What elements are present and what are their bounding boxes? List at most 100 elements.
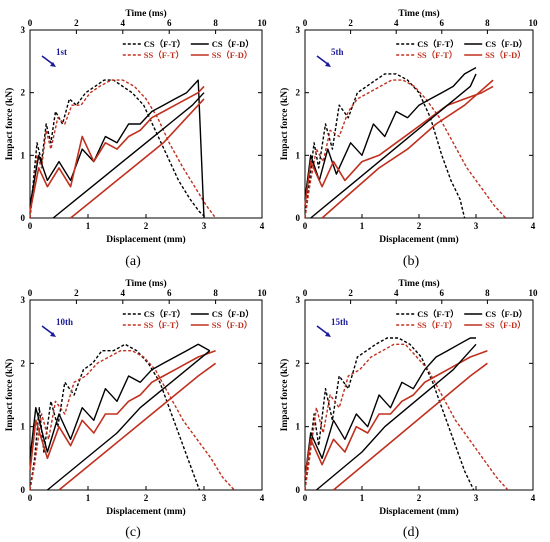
- y-axis-label: Impact force (kN): [279, 88, 290, 161]
- x2-tick-label: 4: [394, 288, 399, 298]
- x2-tick-label: 10: [258, 288, 268, 298]
- y-axis-label: Impact force (kN): [4, 359, 15, 432]
- y-tick-label: 0: [21, 485, 26, 495]
- x-tick-label: 4: [260, 221, 265, 231]
- x2-tick-label: 0: [28, 18, 33, 28]
- cycle-arrowhead-icon: [50, 62, 56, 67]
- y-tick-label: 1: [296, 150, 301, 160]
- x2-tick-label: 8: [485, 288, 490, 298]
- series-line: [70, 98, 205, 219]
- cycle-arrowhead-icon: [325, 332, 331, 337]
- x-tick-label: 1: [360, 493, 365, 503]
- series-line: [29, 350, 235, 491]
- series-line: [304, 337, 476, 478]
- series-line: [304, 73, 466, 219]
- y-tick-label: 2: [296, 358, 301, 368]
- cycle-tag: 15th: [331, 317, 348, 327]
- x2-tick-label: 2: [74, 288, 79, 298]
- legend-entry: SS（F-T）: [417, 50, 457, 60]
- legend-entry: CS（F-D）: [485, 309, 527, 319]
- x-tick-label: 0: [28, 221, 33, 231]
- x2-tick-label: 10: [529, 288, 539, 298]
- x-tick-label: 2: [417, 221, 422, 231]
- series-line: [29, 79, 217, 219]
- y-axis-label: Impact force (kN): [279, 359, 290, 432]
- x-tick-label: 2: [144, 493, 149, 503]
- legend-entry: SS（F-T）: [144, 50, 184, 60]
- x2-tick-label: 2: [74, 18, 79, 28]
- series-line: [304, 85, 494, 206]
- x2-tick-label: 10: [258, 18, 268, 28]
- series-line: [29, 343, 211, 459]
- x-axis-label: Displacement (mm): [106, 234, 185, 245]
- legend-entry: CS（F-D）: [212, 309, 254, 319]
- chart-panel-1: 0 1 2 3 4 0 2 4 6 8 10 0 1 2 3 Time (ms) Displacement (m…: [4, 8, 267, 269]
- x-tick-label: 3: [202, 493, 207, 503]
- y-tick-label: 0: [21, 213, 26, 223]
- x2-tick-label: 6: [167, 18, 172, 28]
- cycle-tag: 10th: [56, 317, 73, 327]
- x-tick-label: 0: [28, 493, 33, 503]
- x2-axis-label: Time (ms): [125, 278, 166, 289]
- x-tick-label: 1: [360, 221, 365, 231]
- x-tick-label: 2: [144, 221, 149, 231]
- x2-axis-label: Time (ms): [398, 8, 439, 19]
- x-axis-label: Displacement (mm): [106, 506, 185, 517]
- series-line: [29, 79, 207, 219]
- x2-tick-label: 4: [394, 18, 399, 28]
- panel-label: (b): [403, 254, 420, 269]
- x2-tick-label: 0: [303, 288, 308, 298]
- panel-label: (d): [403, 525, 420, 540]
- x-axis-label: Displacement (mm): [379, 506, 458, 517]
- cycle-tag: 1st: [56, 47, 67, 57]
- legend-entry: SS（F-D）: [212, 50, 253, 60]
- legend-entry: CS（F-D）: [212, 39, 254, 49]
- legend-entry: SS（F-D）: [485, 50, 526, 60]
- series-line: [52, 92, 205, 219]
- panel-label: (c): [125, 525, 141, 540]
- series-line: [46, 350, 211, 491]
- x2-tick-label: 8: [485, 18, 490, 28]
- x2-tick-label: 8: [213, 18, 218, 28]
- x-tick-label: 0: [303, 493, 308, 503]
- legend-entry: CS（F-T）: [417, 39, 459, 49]
- x-tick-label: 4: [260, 493, 265, 503]
- series-line: [304, 66, 477, 200]
- x2-tick-label: 0: [303, 18, 308, 28]
- series-line: [58, 362, 217, 491]
- x2-tick-label: 6: [440, 288, 445, 298]
- legend-entry: CS（F-T）: [144, 309, 186, 319]
- series-line: [315, 343, 477, 491]
- legend-entry: SS（F-D）: [485, 320, 526, 330]
- series-line: [321, 79, 494, 219]
- cycle-tag: 5th: [331, 47, 344, 57]
- x-tick-label: 2: [417, 493, 422, 503]
- chart-panel-4: 0 1 2 3 4 0 2 4 6 8 10 0 1 2 3 Time (ms) Displacement (m…: [279, 278, 538, 540]
- series-line: [310, 73, 477, 219]
- x-tick-label: 4: [531, 221, 536, 231]
- series-line: [304, 79, 507, 219]
- x2-tick-label: 2: [348, 288, 353, 298]
- x-tick-label: 1: [86, 493, 91, 503]
- series-line: [304, 343, 509, 491]
- x2-tick-label: 8: [213, 288, 218, 298]
- legend-entry: SS（F-T）: [144, 320, 184, 330]
- panel-label: (a): [125, 254, 141, 269]
- chart-panel-3: 0 1 2 3 4 0 2 4 6 8 10 0 1 2 3 Time (ms) Displacement (m…: [4, 278, 267, 540]
- y-tick-label: 0: [296, 213, 301, 223]
- series-line: [29, 79, 205, 219]
- series-line: [29, 343, 201, 491]
- legend-entry: CS（F-D）: [485, 39, 527, 49]
- x-tick-label: 4: [531, 493, 536, 503]
- series-line: [332, 362, 488, 491]
- y-tick-label: 2: [21, 358, 26, 368]
- x2-tick-label: 2: [348, 18, 353, 28]
- x2-axis-label: Time (ms): [125, 8, 166, 19]
- y-tick-label: 1: [296, 422, 301, 432]
- y-tick-label: 0: [296, 485, 301, 495]
- x2-tick-label: 6: [167, 288, 172, 298]
- y-tick-label: 3: [296, 295, 301, 305]
- x-tick-label: 3: [202, 221, 207, 231]
- legend-entry: SS（F-T）: [417, 320, 457, 330]
